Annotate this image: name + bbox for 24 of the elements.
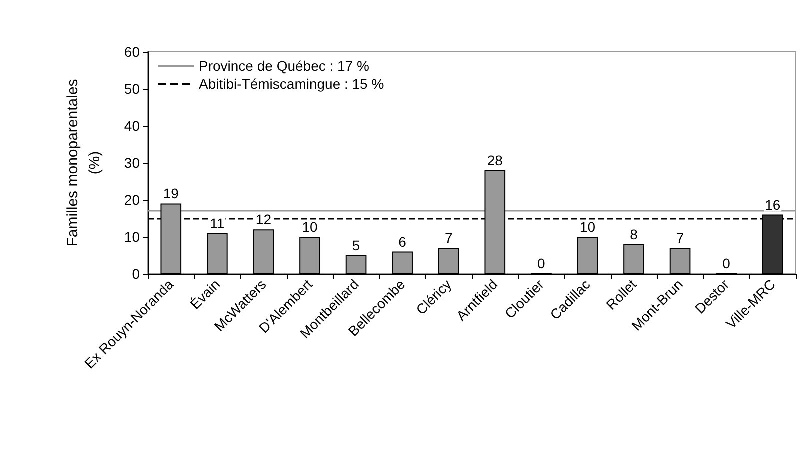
data-label: 11 — [210, 215, 225, 232]
data-label: 7 — [444, 230, 453, 246]
data-label: 16 — [765, 196, 781, 213]
data-label: 7 — [676, 230, 684, 246]
data-label: 0 — [538, 256, 546, 272]
data-label: 19 — [163, 186, 180, 202]
data-label: 10 — [580, 219, 596, 235]
legend-label: Province de Québec : 17 % — [199, 58, 370, 74]
y-tick-label: 10 — [124, 229, 140, 245]
data-label: 10 — [302, 219, 318, 235]
data-label: 8 — [630, 226, 638, 242]
data-label: 6 — [398, 234, 407, 250]
data-label: 12 — [256, 212, 272, 228]
data-label: 28 — [487, 152, 504, 168]
y-tick-label: 40 — [124, 118, 140, 134]
y-tick-label: 0 — [132, 266, 140, 282]
y-tick-label: 60 — [124, 44, 140, 60]
y-axis-title: Familles monoparentales (%) — [64, 79, 104, 247]
legend-label: Abitibi-Témiscamingue : 15 % — [199, 76, 384, 92]
y-tick-label: 20 — [124, 192, 140, 208]
data-label: 5 — [352, 238, 360, 254]
y-tick-label: 50 — [124, 81, 140, 97]
y-tick-label: 30 — [124, 155, 140, 171]
data-label: 0 — [722, 256, 731, 272]
